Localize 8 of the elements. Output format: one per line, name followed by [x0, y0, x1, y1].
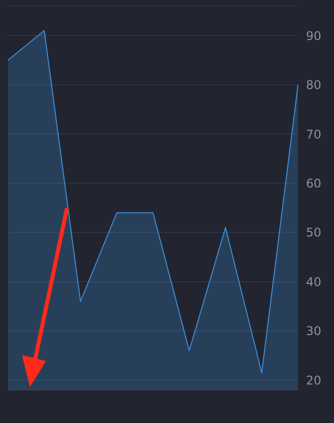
y-tick-label: 80: [306, 78, 322, 92]
y-tick-label: 40: [306, 274, 322, 289]
y-tick-label: 70: [306, 127, 322, 142]
y-tick-label: 30: [306, 324, 322, 338]
y-tick-label: 90: [306, 28, 322, 43]
y-tick-label: 60: [306, 176, 322, 190]
y-tick-label: 50: [306, 226, 322, 240]
y-tick-label: 20: [306, 373, 322, 388]
